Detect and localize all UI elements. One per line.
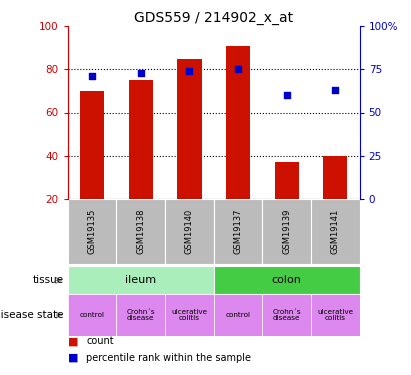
- Text: ■: ■: [68, 336, 79, 346]
- Bar: [275, 162, 299, 199]
- Bar: [226, 46, 250, 199]
- Text: Crohn´s
disease: Crohn´s disease: [127, 309, 155, 321]
- Point: [284, 92, 290, 98]
- Point: [186, 68, 193, 74]
- Text: GSM19135: GSM19135: [88, 209, 97, 254]
- Bar: [165, 199, 214, 264]
- Bar: [214, 266, 360, 294]
- Text: GSM19138: GSM19138: [136, 209, 145, 254]
- Text: Crohn´s
disease: Crohn´s disease: [272, 309, 301, 321]
- Bar: [214, 294, 262, 336]
- Bar: [262, 294, 311, 336]
- Text: ulcerative
colitis: ulcerative colitis: [171, 309, 208, 321]
- Title: GDS559 / 214902_x_at: GDS559 / 214902_x_at: [134, 11, 293, 25]
- Text: disease state: disease state: [0, 310, 64, 320]
- Bar: [323, 156, 347, 199]
- Bar: [311, 294, 360, 336]
- Bar: [262, 199, 311, 264]
- Text: count: count: [86, 336, 114, 346]
- Text: GSM19140: GSM19140: [185, 209, 194, 254]
- Bar: [68, 199, 116, 264]
- Text: ■: ■: [68, 353, 79, 363]
- Point: [235, 66, 241, 72]
- Point: [332, 87, 339, 93]
- Bar: [177, 58, 201, 199]
- Bar: [68, 294, 116, 336]
- Text: tissue: tissue: [32, 275, 64, 285]
- Text: GSM19139: GSM19139: [282, 209, 291, 254]
- Bar: [116, 199, 165, 264]
- Text: ulcerative
colitis: ulcerative colitis: [317, 309, 353, 321]
- Bar: [214, 199, 262, 264]
- Bar: [311, 199, 360, 264]
- Bar: [68, 266, 214, 294]
- Text: GSM19141: GSM19141: [331, 209, 340, 254]
- Bar: [80, 91, 104, 199]
- Point: [89, 73, 95, 79]
- Text: control: control: [226, 312, 251, 318]
- Bar: [165, 294, 214, 336]
- Bar: [116, 294, 165, 336]
- Text: ileum: ileum: [125, 275, 156, 285]
- Text: percentile rank within the sample: percentile rank within the sample: [86, 353, 251, 363]
- Text: control: control: [80, 312, 105, 318]
- Text: colon: colon: [272, 275, 302, 285]
- Point: [137, 70, 144, 76]
- Bar: [129, 80, 153, 199]
- Text: GSM19137: GSM19137: [233, 209, 242, 254]
